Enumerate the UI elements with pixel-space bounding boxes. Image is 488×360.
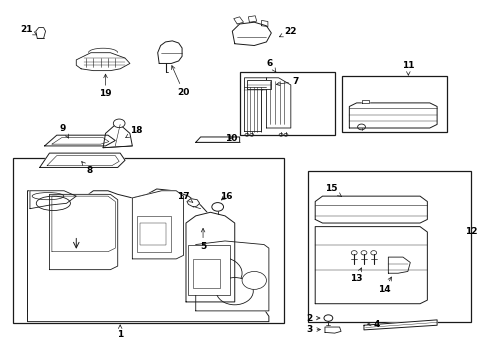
Polygon shape [315,226,427,304]
Bar [188,244,229,295]
Circle shape [242,271,266,289]
Polygon shape [185,212,234,302]
Text: 21: 21 [20,25,37,35]
Text: 20: 20 [171,66,189,96]
Circle shape [324,315,332,321]
Bar [341,76,446,132]
Polygon shape [36,28,45,39]
Text: 3: 3 [306,325,320,334]
Text: 5: 5 [200,228,206,251]
Bar [140,223,166,244]
Polygon shape [387,257,409,273]
Text: 17: 17 [177,192,192,202]
Polygon shape [195,241,268,311]
Text: 10: 10 [224,134,237,143]
Circle shape [211,203,223,211]
Polygon shape [76,53,130,71]
Bar [193,259,220,288]
Bar [193,259,220,288]
Polygon shape [195,137,239,142]
Bar [307,171,470,321]
Bar [341,76,446,132]
Text: 19: 19 [99,74,112,98]
Text: 16: 16 [219,192,232,201]
Polygon shape [248,16,256,22]
Polygon shape [325,327,340,333]
Polygon shape [233,17,243,24]
Polygon shape [44,135,115,146]
Text: 4: 4 [367,320,380,329]
Polygon shape [103,123,132,148]
Polygon shape [27,189,268,321]
Bar [140,223,166,244]
Text: 11: 11 [401,61,414,75]
Bar [239,72,334,135]
Bar [246,80,271,89]
Polygon shape [315,196,427,223]
Polygon shape [186,199,199,207]
Text: 13: 13 [350,268,362,283]
Polygon shape [49,194,118,270]
Polygon shape [132,191,183,259]
Polygon shape [266,78,290,128]
Circle shape [113,119,125,128]
Polygon shape [244,78,266,132]
Polygon shape [261,21,267,27]
Polygon shape [158,41,182,63]
Polygon shape [232,22,271,45]
Text: 9: 9 [60,123,68,138]
Text: 22: 22 [279,27,297,37]
Bar [307,171,470,321]
Bar [188,244,229,295]
Bar [13,158,283,323]
Bar [246,80,271,89]
Text: 14: 14 [377,277,391,294]
Bar [137,216,171,252]
Polygon shape [40,153,125,167]
Text: 15: 15 [325,184,341,197]
Text: 18: 18 [125,126,142,138]
Text: 7: 7 [276,77,298,86]
Bar [137,216,171,252]
Polygon shape [30,191,76,209]
Circle shape [216,278,253,305]
Bar [239,72,334,135]
Polygon shape [361,100,368,103]
Circle shape [198,257,242,289]
Text: 2: 2 [306,314,319,323]
Bar [13,158,283,323]
Text: 1: 1 [117,325,123,339]
Text: 6: 6 [266,59,275,72]
Text: 8: 8 [81,162,92,175]
Polygon shape [363,320,436,330]
Text: 12: 12 [464,228,476,237]
Polygon shape [348,103,436,128]
